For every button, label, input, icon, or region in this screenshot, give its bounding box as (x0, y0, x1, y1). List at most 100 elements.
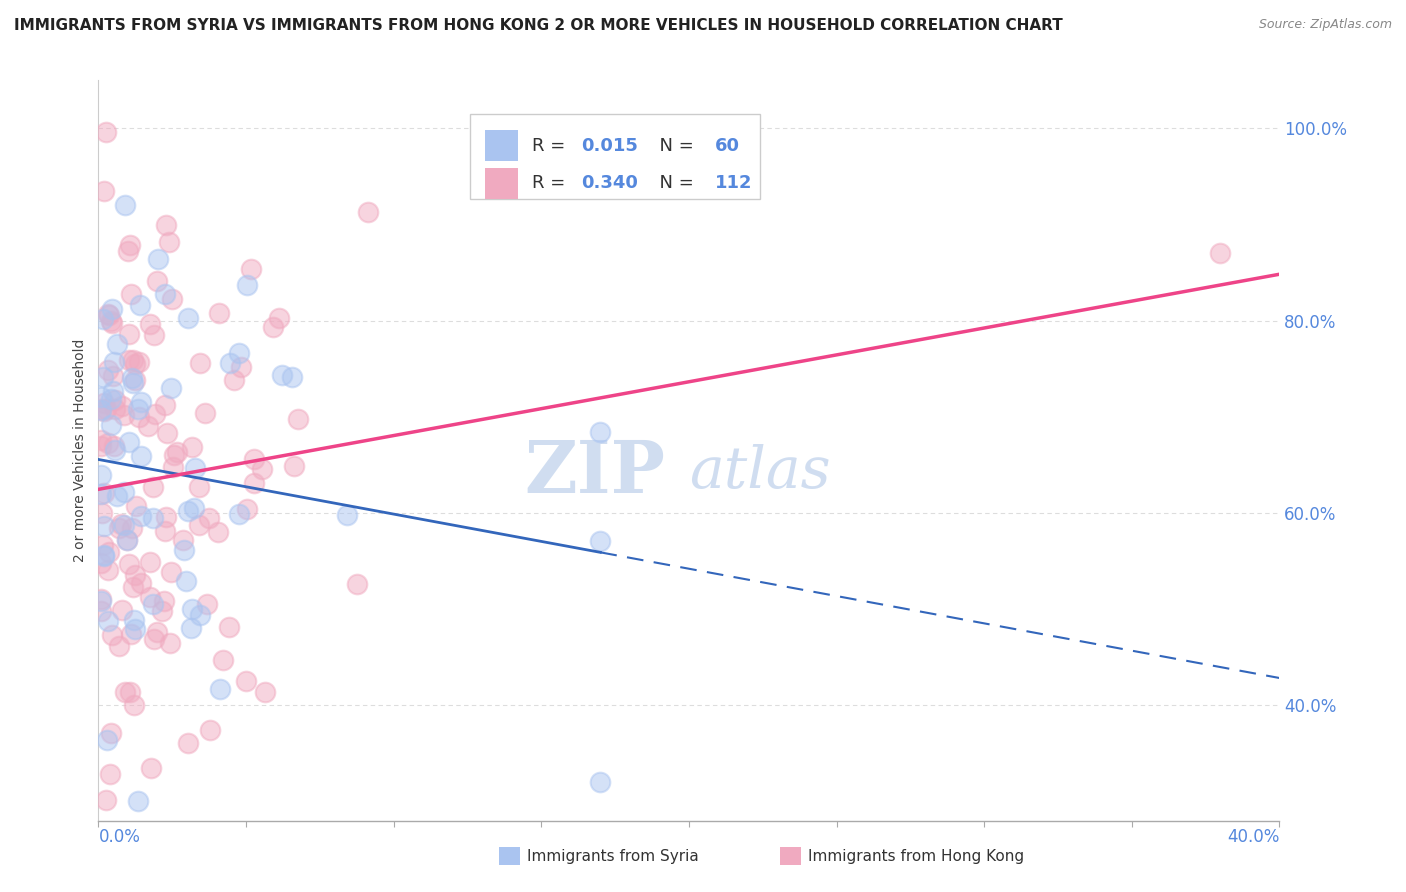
Point (139, 317, 162, 331)
Text: Source: ZipAtlas.com: Source: ZipAtlas.com (1258, 18, 1392, 31)
Point (243, 452, 266, 467)
Point (218, 620, 240, 634)
Text: 40.0%: 40.0% (1227, 829, 1279, 847)
Point (173, 543, 195, 558)
Point (108, 639, 131, 653)
Point (281, 369, 304, 384)
Point (101, 384, 124, 399)
Point (224, 373, 246, 387)
Point (93, 486, 115, 500)
Point (90, 439, 112, 453)
Point (129, 298, 152, 312)
Point (94, 792, 117, 806)
Point (181, 602, 204, 616)
Point (117, 244, 139, 258)
Point (112, 517, 135, 532)
Point (115, 533, 138, 547)
Point (93, 396, 115, 410)
Point (91, 538, 114, 552)
Point (155, 218, 177, 232)
Point (589, 534, 612, 549)
Point (101, 316, 124, 330)
Point (90, 402, 112, 417)
Point (121, 376, 143, 390)
Point (270, 368, 292, 382)
Text: Immigrants from Hong Kong: Immigrants from Hong Kong (808, 849, 1025, 863)
Point (346, 577, 368, 591)
Point (188, 356, 211, 370)
Point (124, 568, 146, 582)
Point (108, 521, 131, 535)
Point (104, 443, 127, 458)
Point (121, 371, 143, 385)
Point (183, 500, 205, 515)
Point (209, 682, 232, 697)
Point (90, 604, 112, 618)
Point (100, 392, 122, 407)
Point (128, 410, 150, 425)
Point (100, 726, 122, 740)
Text: N =: N = (648, 137, 699, 155)
Point (93, 184, 115, 198)
Point (1209, 246, 1232, 260)
Point (228, 346, 250, 360)
Point (96, 733, 118, 747)
Point (228, 507, 250, 521)
Point (152, 594, 174, 608)
Point (129, 575, 152, 590)
Point (153, 524, 176, 538)
Point (155, 398, 177, 412)
Point (142, 479, 165, 493)
Point (120, 286, 142, 301)
Point (115, 533, 138, 548)
Point (218, 355, 240, 369)
Point (188, 518, 211, 533)
Point (93, 403, 115, 417)
Point (269, 311, 291, 326)
Point (212, 653, 235, 667)
Point (121, 581, 143, 595)
Point (117, 352, 139, 367)
Point (155, 286, 177, 301)
Point (160, 381, 183, 395)
Point (90, 403, 112, 417)
Point (94, 401, 117, 416)
Point (91, 312, 114, 326)
Point (139, 556, 162, 570)
Point (97, 307, 120, 321)
Point (117, 435, 139, 450)
Point (90, 487, 112, 501)
Point (90, 433, 112, 447)
Point (129, 509, 152, 524)
Text: R =: R = (531, 137, 571, 155)
Point (136, 418, 159, 433)
Point (90, 591, 112, 606)
Point (142, 511, 165, 525)
Point (128, 355, 150, 369)
Text: 0.0%: 0.0% (98, 829, 141, 847)
Point (159, 636, 181, 650)
Point (198, 510, 221, 524)
Text: 60: 60 (714, 137, 740, 155)
Point (356, 204, 378, 219)
Point (236, 501, 259, 516)
Text: Immigrants from Syria: Immigrants from Syria (527, 849, 699, 863)
Point (188, 608, 211, 623)
Point (150, 604, 173, 618)
Point (118, 684, 141, 698)
Point (174, 574, 197, 589)
Point (166, 445, 188, 459)
Point (195, 598, 218, 612)
Point (98, 308, 121, 322)
Point (589, 425, 612, 439)
FancyBboxPatch shape (471, 113, 759, 199)
Point (90, 468, 112, 483)
FancyBboxPatch shape (485, 168, 517, 199)
Text: 112: 112 (714, 175, 752, 193)
Y-axis label: 2 or more Vehicles in Household: 2 or more Vehicles in Household (73, 339, 87, 562)
Text: 0.340: 0.340 (582, 175, 638, 193)
Point (120, 238, 142, 252)
Point (131, 395, 153, 409)
Point (129, 450, 152, 464)
Point (177, 736, 200, 750)
